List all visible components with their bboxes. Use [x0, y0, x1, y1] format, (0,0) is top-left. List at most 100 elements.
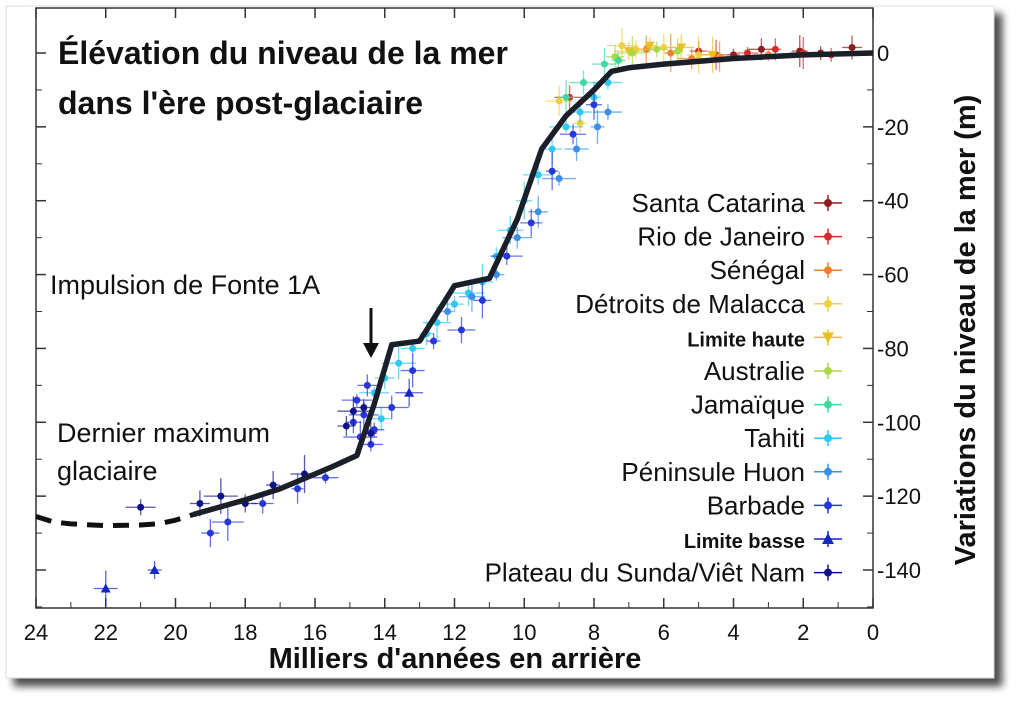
- y-axis-title: Variations du niveau de la mer (m): [950, 95, 982, 566]
- x-tick-label: 8: [588, 620, 600, 645]
- marker-dot: [771, 45, 779, 53]
- point-p-ninsule-huon: [564, 137, 589, 162]
- mwp-arrow-head: [363, 343, 379, 358]
- y-tick-label: -100: [877, 410, 921, 435]
- y-axis-ticks: 0 -20 -40 -60 -80 -100 -120 -140: [36, 41, 921, 608]
- point-barbade: [560, 124, 587, 145]
- x-tick-label: 2: [797, 620, 809, 645]
- marker-dot: [478, 296, 486, 304]
- point-jama-que: [557, 80, 576, 115]
- marker-dot: [604, 108, 612, 116]
- y-tick-label: -140: [877, 558, 921, 583]
- marker-dot: [457, 326, 465, 334]
- trend-polyline: [192, 50, 874, 518]
- x-tick-label: 24: [24, 620, 48, 645]
- point-limite-basse: [147, 561, 162, 579]
- point-limite-haute: [704, 36, 721, 73]
- marker-dot: [848, 43, 856, 51]
- marker-dot: [614, 56, 622, 64]
- legend-marker-dot: [824, 467, 832, 476]
- legend-label: Péninsule Huon: [621, 457, 805, 487]
- marker-dot: [534, 208, 542, 216]
- legend-entry: Santa Catarina: [632, 188, 842, 218]
- marker-triangle-down: [623, 47, 634, 57]
- trend-line: [192, 50, 874, 518]
- marker-dot: [628, 49, 636, 57]
- legend-marker-dot: [824, 367, 832, 375]
- x-tick-label: 12: [442, 620, 466, 645]
- legend-entry: Tahiti: [744, 423, 842, 453]
- point-barbade: [520, 208, 543, 237]
- legend-entry: Sénégal: [710, 255, 842, 285]
- point-limite-haute: [613, 42, 644, 61]
- marker-dot: [695, 51, 703, 59]
- marker-dot: [409, 344, 417, 352]
- point-barbade: [341, 394, 372, 407]
- point-barbade: [400, 353, 425, 388]
- marker-dot: [395, 359, 403, 367]
- marker-dot: [196, 500, 204, 508]
- marker-dot: [573, 145, 581, 153]
- marker-dot: [468, 293, 476, 301]
- marker-dot: [294, 485, 302, 493]
- point-d-troits-de-malacca: [545, 86, 574, 117]
- marker-dot: [503, 252, 511, 260]
- marker-triangle-down: [644, 41, 655, 51]
- marker-dot: [224, 518, 232, 526]
- legend-label: Limite haute: [687, 329, 805, 351]
- legend-entry: Limite haute: [687, 329, 842, 351]
- marker-dot: [137, 503, 145, 511]
- x-axis-ticks: 24 22 20 18 16 14 12 10 8 6 4 2 0: [24, 8, 879, 645]
- marker-dot: [206, 529, 214, 537]
- marker-dot: [757, 45, 765, 53]
- legend-label: Sénégal: [710, 255, 805, 285]
- point-p-ninsule-huon: [593, 104, 622, 121]
- marker-dot: [363, 381, 371, 389]
- legend-marker-dot: [824, 501, 832, 510]
- legend-entry: Australie: [704, 356, 842, 386]
- dashed-line: [35, 512, 194, 529]
- legend-marker-dot: [824, 568, 832, 577]
- legend-entry: Détroits de Malacca: [575, 289, 842, 319]
- x-tick-label: 0: [867, 620, 879, 645]
- x-tick-label: 10: [512, 620, 536, 645]
- legend-label: Limite basse: [684, 531, 805, 553]
- marker-dot: [444, 308, 452, 315]
- annotation-lgm-line-1: Dernier maximum: [57, 418, 270, 448]
- point-barbade: [447, 316, 476, 343]
- x-tick-label: 22: [94, 620, 118, 645]
- marker-dot: [342, 422, 350, 430]
- marker-dot: [360, 404, 368, 412]
- marker-dot: [600, 60, 608, 68]
- point-barbade: [357, 374, 378, 397]
- point-barbade: [201, 519, 220, 548]
- marker-dot: [580, 79, 588, 87]
- legend-entry: Limite basse: [684, 531, 842, 553]
- legend-label: Barbade: [707, 490, 805, 520]
- point-barbade: [374, 395, 409, 420]
- y-tick-label: -120: [877, 484, 921, 509]
- marker-dot: [367, 440, 375, 448]
- point-jama-que: [592, 48, 617, 81]
- legend-marker-triangle-down: [822, 332, 834, 344]
- marker-triangle-down: [707, 50, 718, 60]
- marker-dot: [388, 404, 396, 412]
- y-tick-label: 0: [877, 41, 889, 66]
- marker-dot: [353, 396, 361, 404]
- marker-dot: [562, 93, 570, 101]
- point-australie: [616, 36, 649, 70]
- point-p-ninsule-huon: [458, 281, 485, 312]
- point-limite-basse: [395, 378, 424, 407]
- legend-label: Santa Catarina: [632, 188, 806, 218]
- y-tick-label: -20: [877, 115, 909, 140]
- legend-label: Rio de Janeiro: [637, 222, 805, 252]
- y-tick-label: -80: [877, 336, 909, 361]
- marker-dot: [217, 492, 225, 500]
- legend-entry: Rio de Janeiro: [637, 222, 842, 252]
- point-barbade: [211, 502, 244, 541]
- point-p-ninsule-huon: [542, 171, 577, 186]
- marker-dot: [593, 123, 601, 131]
- point-p-ninsule-huon: [441, 301, 454, 322]
- legend-label: Tahiti: [744, 423, 805, 453]
